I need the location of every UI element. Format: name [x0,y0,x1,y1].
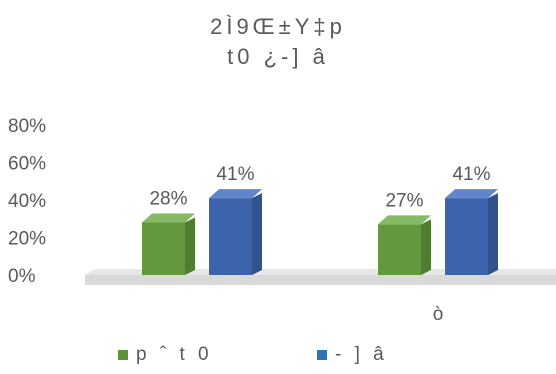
bar-side-2-2 [488,193,498,275]
y-tick-label: 60% [8,154,46,175]
chart-floor-top [85,269,556,275]
bar-front-2-1 [209,198,252,275]
legend-swatch-series-1 [118,350,128,360]
bar-side-2-1 [252,193,262,275]
bar-front-1-2 [378,224,421,275]
bar-top-1-1 [142,213,195,223]
y-tick-label: 40% [8,191,46,212]
legend-label-series-1: p ˆ t 0 [136,344,213,365]
legend-item-series-1: p ˆ t 0 [118,344,213,366]
bar-top-2-1 [209,189,262,199]
chart-plot: 0% 20% 40% 60% 80% 28% 27% 41% 41% ò [8,116,556,325]
data-label-1-2: 27% [385,190,423,211]
data-label-2-2: 41% [452,164,490,185]
chart-title-line-1: 2Ì9Œ±Y‡p [210,14,346,39]
legend-label-series-2: - ] â [335,344,388,365]
bar-front-1-1 [142,222,185,275]
bar-front-2-2 [445,198,488,275]
category-label: ò [433,304,444,325]
y-tick-label: 0% [8,266,36,287]
chart-title-line-2: t0 ¿-] â [227,44,329,69]
bar-top-1-2 [378,215,431,225]
legend-swatch-series-2 [317,350,327,360]
bar-side-1-1 [185,217,195,275]
data-label-2-1: 41% [216,164,254,185]
chart-floor [85,275,556,285]
bar-top-2-2 [445,189,498,199]
bar-side-1-2 [421,219,431,275]
y-tick-label: 20% [8,229,46,250]
legend-item-series-2: - ] â [317,344,388,366]
data-label-1-1: 28% [149,189,187,210]
y-tick-label: 80% [8,116,46,137]
